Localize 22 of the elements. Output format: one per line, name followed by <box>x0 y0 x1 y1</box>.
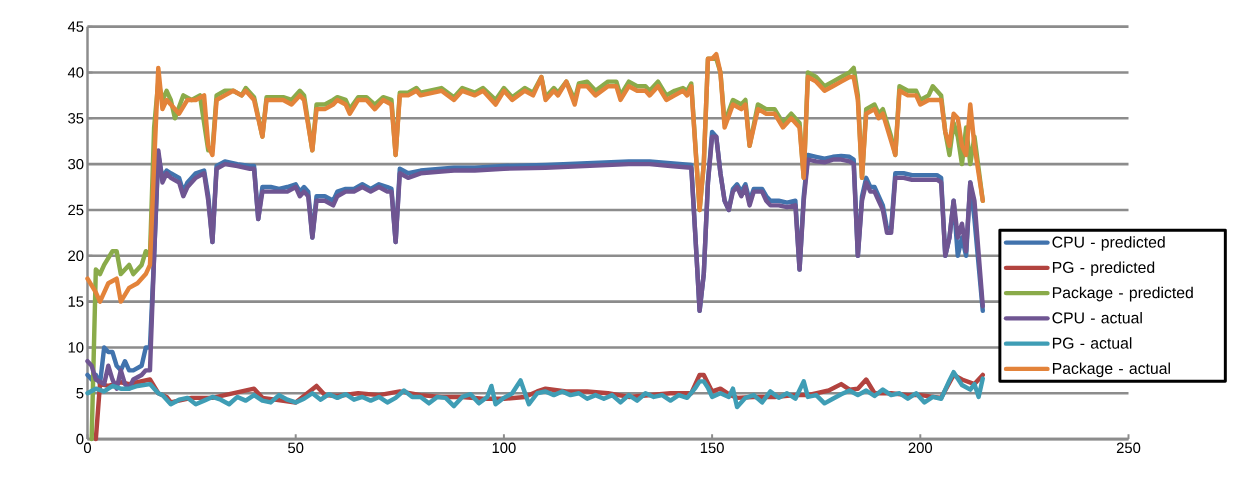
y-tick-label: 15 <box>68 296 84 308</box>
x-tick-label: 100 <box>492 442 516 454</box>
y-tick-label: 45 <box>67 21 84 33</box>
legend-label: Package - predicted <box>1052 286 1193 302</box>
y-tick-label: 30 <box>68 159 84 170</box>
y-tick-label: 40 <box>67 67 84 78</box>
x-tick-label: 50 <box>288 442 304 454</box>
legend-label: PG - predicted <box>1052 261 1155 277</box>
y-tick-label: 5 <box>76 388 84 399</box>
legend-label: CPU - predicted <box>1052 236 1165 252</box>
y-tick-label: 20 <box>68 250 84 262</box>
legend-label: CPU - actual <box>1052 312 1142 324</box>
x-tick-label: 250 <box>1116 442 1141 454</box>
y-tick-label: 0 <box>76 434 84 445</box>
line-series <box>85 370 985 410</box>
y-tick-label: 35 <box>68 113 84 124</box>
x-tick-label: 200 <box>908 442 933 454</box>
legend-label: Package - actual <box>1052 362 1170 378</box>
y-tick-label: 25 <box>68 204 84 216</box>
legend-label: PG - actual <box>1052 337 1132 350</box>
y-tick-label: 10 <box>68 342 84 353</box>
x-tick-label: 150 <box>700 442 724 454</box>
